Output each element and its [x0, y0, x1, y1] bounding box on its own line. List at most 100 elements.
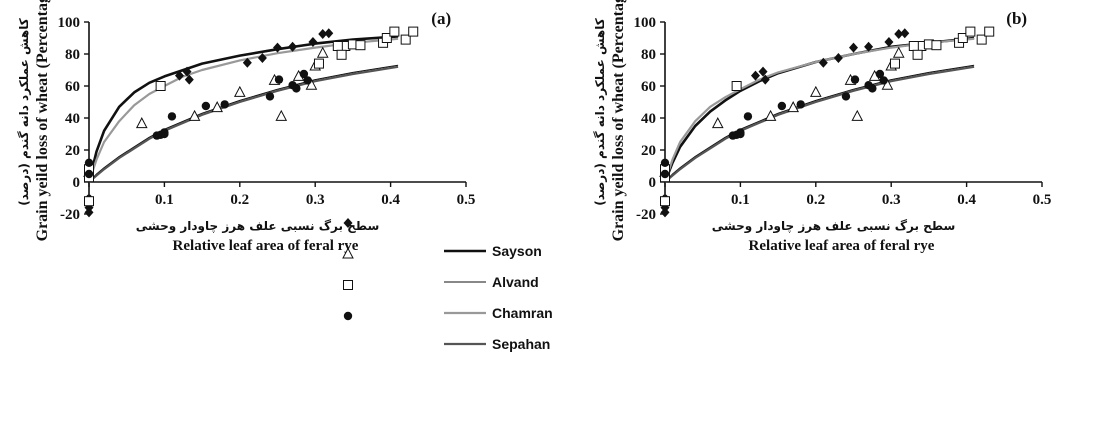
y-tick-label: 40: [65, 111, 80, 127]
x-tick-label: 0.2: [230, 192, 249, 208]
data-point-sayson: [849, 43, 858, 53]
y-tick-label: 80: [641, 47, 656, 63]
data-point-chamran: [314, 59, 323, 68]
y-tick-label: 20: [641, 143, 656, 159]
data-point-chamran: [932, 41, 941, 50]
data-point-sayson: [900, 28, 909, 38]
data-point-sepahan: [275, 75, 283, 83]
data-point-chamran: [890, 59, 899, 68]
x-axis-label: Relative leaf area of feral rye: [749, 238, 935, 254]
data-point-chamran: [85, 197, 94, 206]
y-axis-label-persian: کاهش عملکرد دانه گندم (درصد): [17, 18, 32, 205]
data-point-sepahan: [661, 170, 669, 178]
data-point-sayson: [759, 67, 768, 77]
data-point-sepahan: [168, 112, 176, 120]
y-axis-label: Grain yeild loss of wheat (Percentage): [610, 0, 627, 241]
data-point-sepahan: [851, 75, 859, 83]
legend-label-sepahan: Sepahan: [492, 336, 550, 352]
x-tick-label: 0.5: [1033, 192, 1052, 208]
y-tick-label: 20: [65, 143, 80, 159]
data-point-alvand: [852, 111, 862, 121]
panel-label: (b): [1006, 9, 1027, 28]
data-point-sepahan: [266, 92, 274, 100]
series-curve-alvand: [665, 65, 974, 182]
data-point-sayson: [834, 53, 843, 63]
data-point-sepahan: [744, 112, 752, 120]
data-point-chamran: [985, 27, 994, 36]
data-point-sayson: [273, 43, 282, 53]
data-point-chamran: [390, 27, 399, 36]
data-point-sepahan: [797, 100, 805, 108]
data-point-alvand: [235, 87, 245, 97]
x-axis-label-persian: سطح برگ نسبی علف هرز چاودار وحشی: [136, 218, 380, 234]
data-point-chamran: [966, 27, 975, 36]
data-point-sepahan: [879, 76, 887, 84]
data-point-sepahan: [661, 159, 669, 167]
legend-label-sayson: Sayson: [492, 243, 542, 259]
data-point-sepahan: [868, 84, 876, 92]
legend-label-alvand: Alvand: [492, 274, 539, 290]
data-point-alvand: [318, 48, 328, 58]
y-tick-label: 40: [641, 111, 656, 127]
data-point-chamran: [409, 27, 418, 36]
data-point-alvand: [811, 87, 821, 97]
data-point-chamran: [156, 82, 165, 91]
data-point-chamran: [913, 50, 922, 59]
x-tick-label: 0.2: [806, 192, 825, 208]
series-curve-sepahan: [665, 67, 974, 182]
y-tick-label: 60: [65, 79, 80, 95]
y-axis-label-persian: کاهش عملکرد دانه گندم (درصد): [593, 18, 608, 205]
series-curve-chamran: [89, 39, 398, 182]
y-axis-label: Grain yeild loss of wheat (Percentage): [34, 0, 51, 241]
series-curve-sepahan: [89, 67, 398, 182]
panel-label: (a): [431, 9, 451, 28]
legend-marker-sepahan: [344, 312, 352, 320]
chart-panel-1: -2002040608010000.10.20.30.40.5Grain yei…: [17, 0, 553, 352]
data-point-alvand: [713, 118, 723, 128]
data-point-sayson: [324, 28, 333, 38]
data-point-sepahan: [85, 170, 93, 178]
data-point-sepahan: [303, 76, 311, 84]
data-point-sepahan: [842, 92, 850, 100]
data-point-alvand: [276, 111, 286, 121]
y-tick-label: 0: [73, 175, 81, 191]
series-curve-sayson: [665, 38, 974, 182]
y-tick-label: -20: [636, 207, 656, 223]
series-curve-alvand: [89, 65, 398, 182]
data-point-chamran: [356, 41, 365, 50]
y-tick-label: 100: [58, 15, 81, 31]
data-point-sepahan: [85, 159, 93, 167]
y-tick-label: 80: [65, 47, 80, 63]
x-tick-label: 0.1: [155, 192, 174, 208]
data-point-chamran: [732, 82, 741, 91]
legend-label-chamran: Chamran: [492, 305, 553, 321]
data-point-sepahan: [160, 130, 168, 138]
data-point-chamran: [333, 42, 342, 51]
data-point-sepahan: [778, 102, 786, 110]
data-point-alvand: [137, 118, 147, 128]
x-tick-label: 0.5: [457, 192, 476, 208]
legend-marker-chamran: [344, 281, 353, 290]
legend: Sayson Alvand Chamran Sepahan: [343, 218, 553, 352]
x-axis-label: Relative leaf area of feral rye: [173, 238, 359, 254]
data-point-chamran: [661, 197, 670, 206]
data-point-sepahan: [292, 84, 300, 92]
data-point-sepahan: [202, 102, 210, 110]
x-tick-label: 0.4: [381, 192, 400, 208]
y-tick-label: -20: [60, 207, 80, 223]
data-point-chamran: [909, 42, 918, 51]
x-tick-label: 0.3: [306, 192, 325, 208]
x-tick-label: 0.1: [731, 192, 750, 208]
data-point-chamran: [337, 50, 346, 59]
y-tick-label: 60: [641, 79, 656, 95]
x-tick-label: 0.4: [957, 192, 976, 208]
data-point-sepahan: [221, 100, 229, 108]
y-tick-label: 0: [649, 175, 657, 191]
series-curve-sayson: [89, 36, 398, 182]
data-point-sepahan: [736, 130, 744, 138]
x-axis-label-persian: سطح برگ نسبی علف هرز چاودار وحشی: [712, 218, 956, 234]
data-point-alvand: [894, 48, 904, 58]
x-tick-label: 0.3: [882, 192, 901, 208]
